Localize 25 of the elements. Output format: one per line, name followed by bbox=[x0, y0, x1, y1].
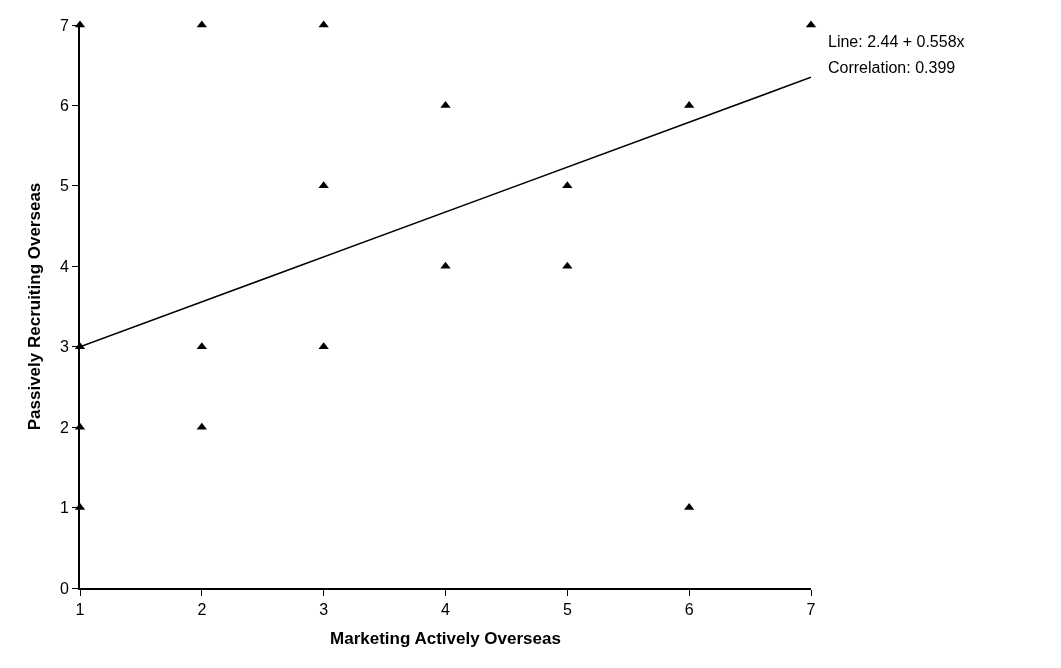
y-tick-label: 7 bbox=[59, 16, 69, 34]
point bbox=[440, 261, 451, 269]
y-tick-label: 1 bbox=[59, 499, 69, 517]
y-tick-label: 0 bbox=[59, 579, 69, 597]
x-tick-label: 1 bbox=[75, 601, 85, 619]
point bbox=[562, 181, 573, 189]
x-tick-label: 5 bbox=[562, 601, 572, 619]
x-tick-label: 3 bbox=[319, 601, 329, 619]
point bbox=[440, 100, 451, 108]
x-tick-label: 6 bbox=[684, 601, 694, 619]
x-tick-label: 4 bbox=[441, 601, 451, 619]
x-tick-label: 2 bbox=[197, 601, 207, 619]
y-tick-label: 4 bbox=[59, 257, 69, 275]
x-tick-label: 7 bbox=[806, 601, 816, 619]
point bbox=[318, 20, 329, 28]
text: Correlation: 0.399 bbox=[828, 59, 956, 76]
y-tick-label: 5 bbox=[59, 177, 69, 195]
y-tick-label: 3 bbox=[59, 338, 69, 356]
text: Line: 2.44 + 0.558x bbox=[828, 33, 965, 50]
y-tick-label: 6 bbox=[59, 97, 69, 115]
y-tick-label: 2 bbox=[59, 418, 69, 436]
point bbox=[562, 261, 573, 269]
y-axis-title: Passively Recruiting Overseas bbox=[24, 182, 44, 431]
point bbox=[318, 181, 329, 189]
x-axis-title: Marketing Actively Overseas bbox=[330, 629, 561, 649]
